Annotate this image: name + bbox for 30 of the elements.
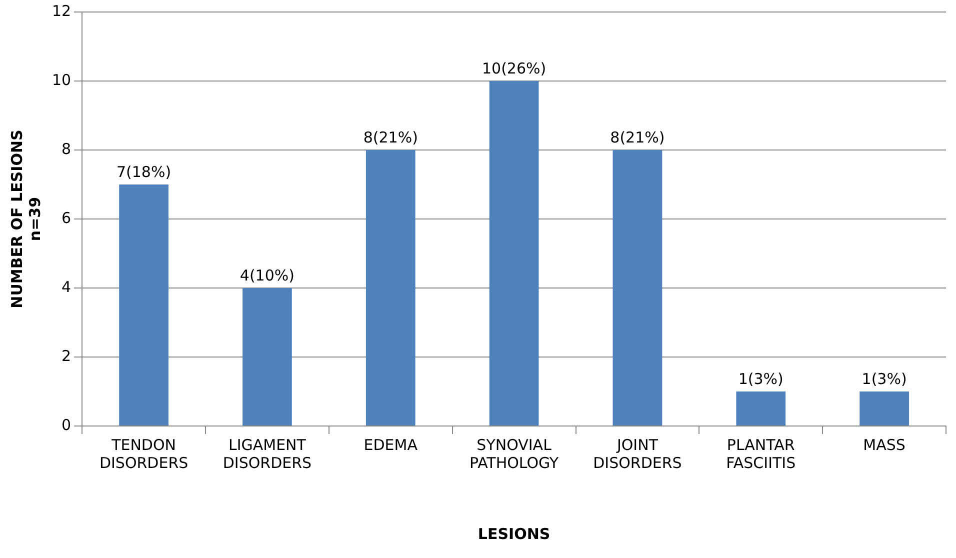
data-label: 1(3%): [738, 370, 784, 388]
data-label: 7(18%): [116, 162, 172, 181]
y-tick-label: 8: [62, 140, 72, 158]
x-tick-label: MASS: [863, 436, 906, 454]
bar: [736, 392, 786, 426]
x-tick-label: JOINT DISORDERS: [593, 436, 682, 472]
data-label: 1(3%): [862, 370, 907, 388]
y-tick-label: 0: [62, 416, 72, 434]
bar: [489, 81, 539, 426]
x-tick-label: SYNOVIAL PATHOLOGY: [469, 436, 560, 472]
x-tick-label: PLANTAR FASCIITIS: [726, 436, 796, 472]
y-axis-title: NUMBER OF LESIONS n=39: [8, 130, 44, 308]
data-label: 8(21%): [610, 128, 665, 146]
data-label: 4(10%): [240, 266, 295, 284]
y-tick-label: 4: [62, 278, 72, 296]
x-tick-label: EDEMA: [364, 436, 418, 454]
bar: [612, 150, 662, 426]
data-label: 8(21%): [363, 128, 418, 146]
y-tick-label: 2: [62, 346, 72, 365]
bar: [119, 184, 168, 426]
x-axis-title: LESIONS: [478, 524, 550, 543]
x-tick-label: TENDON DISORDERS: [99, 436, 188, 472]
bar: [366, 150, 416, 426]
x-tick-label: LIGAMENT DISORDERS: [222, 436, 312, 472]
bar: [860, 392, 909, 426]
y-tick-label: 6: [62, 208, 72, 227]
bar: [242, 288, 292, 426]
y-tick-label: 12: [52, 2, 72, 20]
data-label: 10(26%): [482, 59, 546, 78]
y-tick-label: 10: [52, 70, 72, 89]
